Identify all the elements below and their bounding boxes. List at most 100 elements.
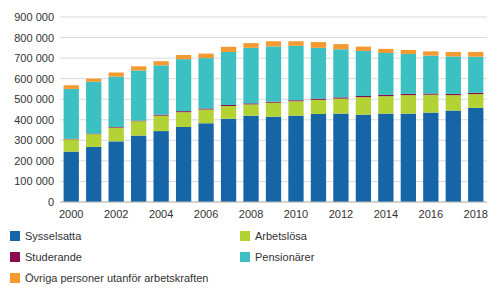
bar-segment [64, 89, 79, 139]
bar-segment [243, 116, 258, 202]
bar-segment [266, 41, 281, 46]
legend-label: Pensionärer [255, 251, 315, 263]
x-axis [60, 202, 487, 203]
bar-segment [401, 114, 416, 202]
y-tick-label: 500 000 [14, 93, 54, 105]
x-tick-label: 2014 [374, 208, 398, 220]
legend-label: Studerande [25, 251, 82, 263]
legend-swatch [10, 273, 20, 283]
bar-segment [153, 65, 168, 114]
bar-segment [266, 117, 281, 202]
x-tick-label: 2006 [194, 208, 218, 220]
bar-segment [86, 82, 101, 134]
bar-segment [423, 113, 438, 202]
bar-segment [153, 115, 168, 116]
bar-segment [221, 119, 236, 202]
bar-segment [333, 97, 348, 98]
bar-segment [221, 106, 236, 119]
bar-segment [153, 131, 168, 202]
legend-swatch [240, 231, 250, 241]
bar-segment [401, 54, 416, 94]
x-tick-label: 2018 [464, 208, 488, 220]
bar-segment [176, 59, 191, 111]
bar-segment [109, 141, 124, 202]
bar-segment [288, 100, 303, 101]
bar-segment [378, 53, 393, 95]
bar-segment [446, 56, 461, 93]
bar-segment [176, 55, 191, 59]
bar-segment [311, 99, 326, 100]
x-tick-label: 2002 [104, 208, 128, 220]
y-tick-label: 300 000 [14, 134, 54, 146]
bar-segment [198, 54, 213, 59]
bar-segment [378, 96, 393, 113]
y-tick-label: 200 000 [14, 155, 54, 167]
bar-segment [64, 152, 79, 202]
bar-segment [423, 93, 438, 94]
bar-segment [86, 79, 101, 82]
grid-line [60, 202, 487, 203]
x-tick-label: 2012 [329, 208, 353, 220]
grid-line [60, 17, 487, 18]
bar-segment [109, 77, 124, 127]
bar-segment [468, 93, 483, 94]
bar-segment [356, 47, 371, 51]
bar-segment [468, 108, 483, 202]
x-tick-label: 2008 [239, 208, 263, 220]
legend-label: Sysselsatta [25, 230, 82, 242]
y-tick-label: 700 000 [14, 52, 54, 64]
bar-segment [86, 147, 101, 202]
bar-segment [131, 66, 146, 70]
legend-label: Övriga personer utanför arbetskraften [25, 272, 208, 284]
bar-segment [423, 95, 438, 113]
bar-segment [288, 116, 303, 202]
bar-segment [266, 46, 281, 101]
bar-segment [311, 114, 326, 202]
bar-segment [131, 70, 146, 120]
bars [64, 41, 484, 202]
bar-segment [468, 94, 483, 108]
bar-segment [176, 112, 191, 127]
bar-segment [423, 56, 438, 94]
bar-segment [446, 95, 461, 110]
x-tick-label: 2010 [284, 208, 308, 220]
legend-label: Arbetslösa [255, 230, 308, 242]
bar-segment [311, 100, 326, 114]
x-tick-label: 2004 [149, 208, 173, 220]
bar-segment [401, 95, 416, 114]
y-tick-label: 600 000 [14, 73, 54, 85]
bar-segment [86, 134, 101, 147]
bar-segment [468, 52, 483, 57]
x-tick-label: 2000 [59, 208, 83, 220]
bar-segment [311, 48, 326, 99]
bar-segment [288, 101, 303, 115]
bar-segment [198, 123, 213, 202]
bar-segment [243, 48, 258, 103]
bar-segment [64, 85, 79, 89]
bar-segment [356, 96, 371, 97]
bar-segment [198, 110, 213, 124]
bar-segment [423, 51, 438, 55]
bar-segment [446, 111, 461, 202]
y-tick-label: 400 000 [14, 114, 54, 126]
legend-swatch [240, 252, 250, 262]
grid-line [60, 37, 487, 38]
bar-segment [378, 49, 393, 53]
bar-segment [378, 95, 393, 96]
bar-segment [288, 46, 303, 100]
bar-segment [221, 52, 236, 105]
bar-segment [288, 41, 303, 46]
bar-segment [266, 102, 281, 103]
y-tick-label: 900 000 [14, 11, 54, 23]
bar-segment [356, 51, 371, 96]
bar-segment [333, 114, 348, 202]
legend-swatch [10, 231, 20, 241]
chart: 0100 000200 000300 000400 000500 000600 … [0, 0, 491, 302]
bar-segment [221, 105, 236, 106]
bar-segment [243, 103, 258, 104]
bar-segment [221, 47, 236, 52]
bar-segment [131, 121, 146, 135]
x-tick-label: 2016 [419, 208, 443, 220]
bar-segment [446, 52, 461, 57]
bar-segment [333, 49, 348, 97]
